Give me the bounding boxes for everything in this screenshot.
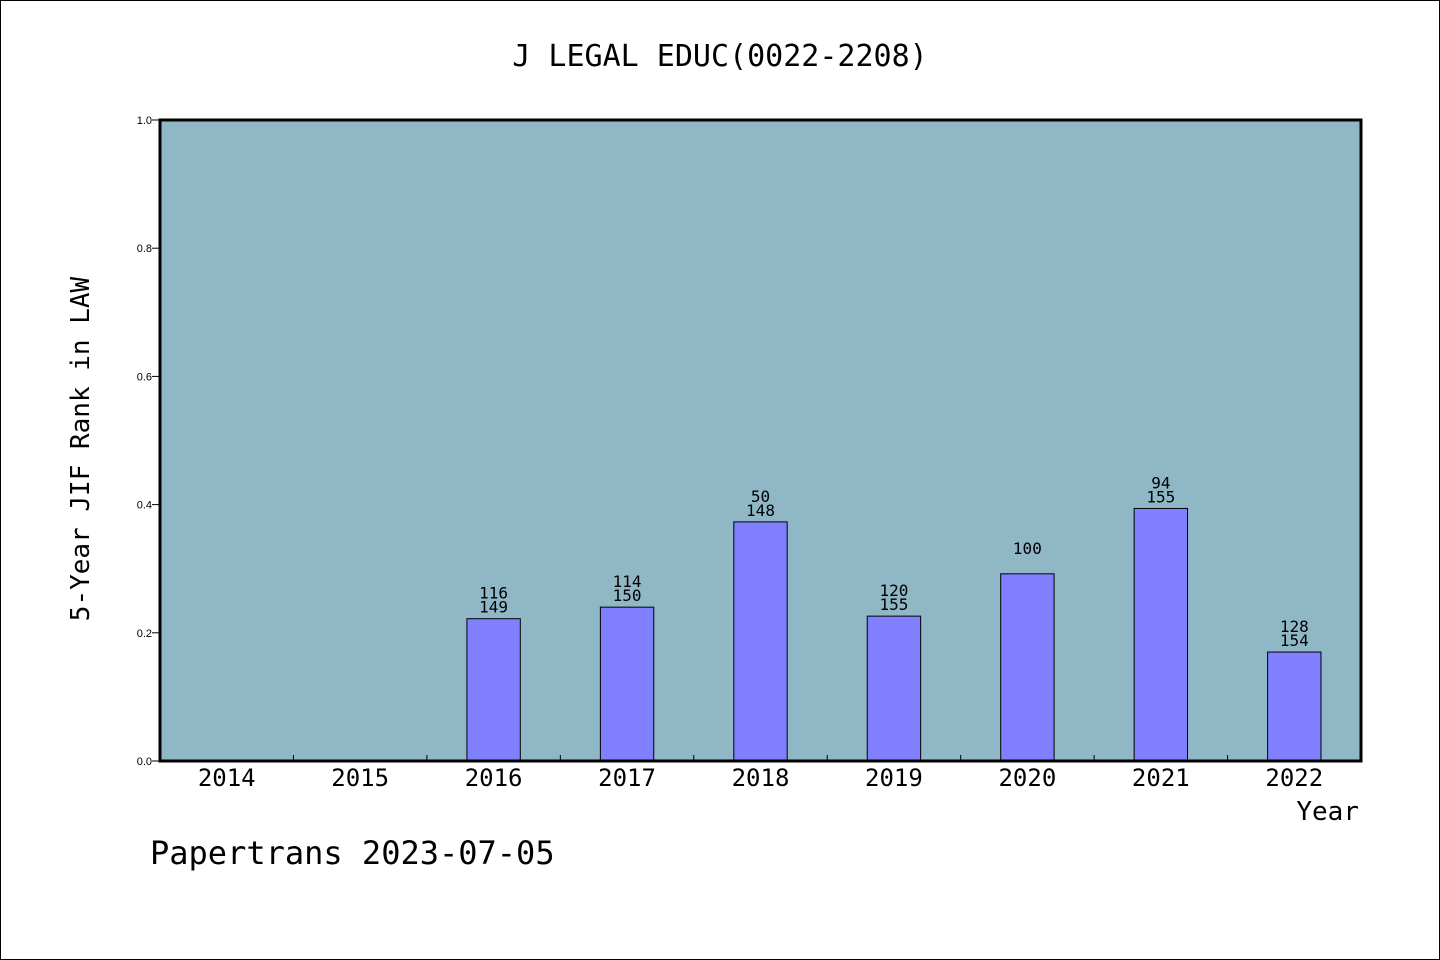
footer-text: Papertrans 2023-07-05 [150,834,555,872]
x-tick-label-2016: 2016 [465,764,523,792]
bar-label-rank-2020: 100 [1013,539,1042,558]
bar-label-rank-2019: 120 [879,581,908,600]
chart-title: J LEGAL EDUC(0022-2208) [512,39,927,74]
bar-2019 [866,615,922,762]
bar-label-rank-2018: 50 [751,487,770,506]
bar-label-total-2018: 148 [746,501,775,520]
y-tick-label: 0.6 [137,371,152,383]
bar-label-total-2022: 154 [1280,631,1309,650]
bar-label-total-2021: 155 [1146,487,1175,506]
x-tick-label-2018: 2018 [732,764,790,792]
bar-label-rank-2017: 114 [613,572,642,591]
bar-label-total-2019: 155 [879,595,908,614]
y-tick-label: 0.8 [137,243,152,255]
y-tick-label: 1.0 [137,115,152,127]
x-tick-label-2020: 2020 [998,764,1056,792]
y-tick-label: 0.4 [137,500,152,512]
bar-label-rank-2021: 94 [1151,473,1170,492]
x-tick-label-2022: 2022 [1265,764,1323,792]
y-tick-label: 0.0 [137,756,152,768]
plot-border [158,118,1363,763]
bar-2022 [1267,651,1322,762]
bar-label-rank-2022: 128 [1280,617,1309,636]
x-axis-label: Year [1296,797,1359,827]
y-axis-label: 5-Year JIF Rank in LAW [66,276,96,621]
bar-label-total-2017: 150 [613,586,642,605]
x-tick-label-2014: 2014 [198,764,256,792]
x-tick-label-2017: 2017 [598,764,656,792]
bars-layer [466,507,1322,762]
y-axis: 0.0 0.2 0.4 0.6 0.8 1.0 [137,115,160,768]
bar-label-rank-2016: 116 [479,584,508,603]
x-tick-label-2021: 2021 [1132,764,1190,792]
bar-2021 [1133,507,1189,762]
x-tick-label-2019: 2019 [865,764,923,792]
bar-2018 [733,521,788,762]
bar-label-total-2016: 149 [479,598,508,617]
x-tick-label-2015: 2015 [331,764,389,792]
y-tick-label: 0.2 [137,628,152,640]
bar-2016 [466,618,521,762]
bar-2020 [1000,573,1055,762]
bar-2017 [599,606,655,762]
x-axis: 2014 2015 2016 2017 2018 2019 2020 2021 2022 [198,755,1323,792]
